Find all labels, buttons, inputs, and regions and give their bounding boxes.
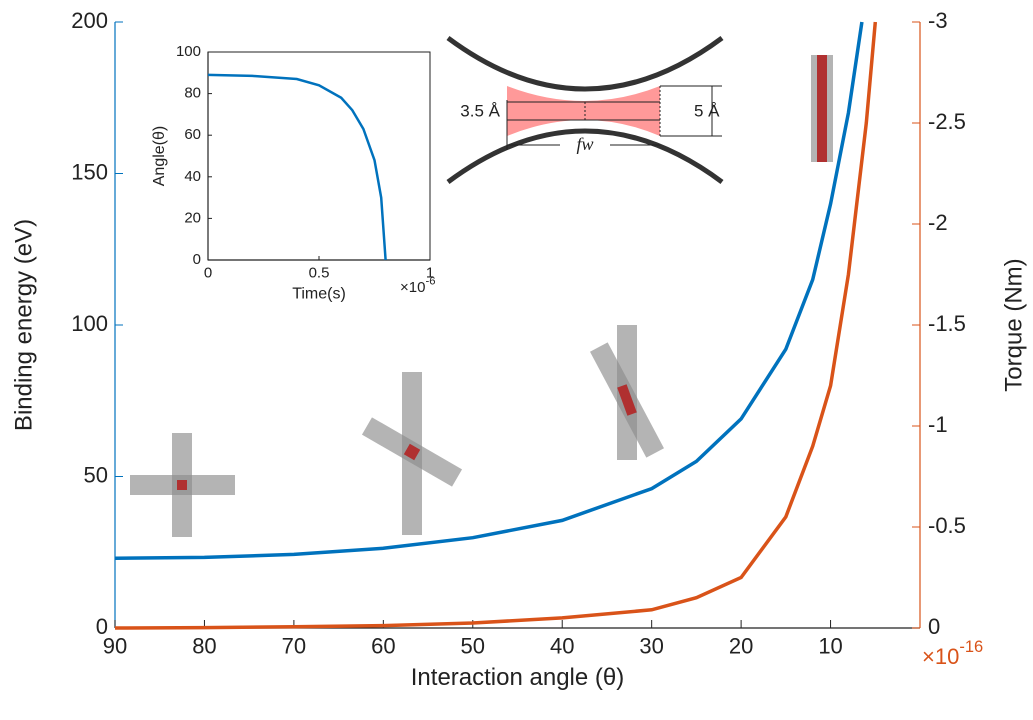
x-tick-label: 0.5: [309, 264, 330, 281]
x-axis-label: Interaction angle (θ): [411, 664, 624, 691]
x-tick-label: 60: [371, 634, 395, 659]
width-label: 5 Å: [694, 101, 720, 120]
y-tick-label: 20: [184, 209, 201, 226]
orientation-icons: [130, 55, 833, 537]
x-tick-label: 1: [426, 264, 434, 281]
x-tick-label: 70: [282, 634, 306, 659]
gap-region: [507, 86, 660, 136]
y2-tick-label: 0: [928, 614, 940, 639]
y2-axis-label: Torque (Nm): [1000, 258, 1027, 391]
data-line: [207, 73, 387, 261]
multiplier-exponent: -6: [425, 275, 435, 287]
inset-chart: 0 0.5 1 0 20 40 60 80 100 Time(s) Angle(θ): [151, 43, 434, 303]
fw-label: fw: [576, 134, 593, 154]
y-axis-label: Angle(θ): [151, 126, 168, 186]
y2-tick-label: -1: [928, 412, 948, 437]
y2-tick-label: -2.5: [928, 109, 966, 134]
x-tick-label: 40: [550, 634, 574, 659]
x-tick-label: 0: [204, 264, 212, 281]
multiplier-base: ×10: [922, 644, 959, 669]
gap-diagram: 3.5 Å 5 Å fw: [446, 35, 724, 185]
y2-tick-label: -2: [928, 210, 948, 235]
y-tick-label: 150: [71, 159, 108, 184]
axis-multiplier: ×10-6: [400, 275, 435, 296]
lower-surface: [446, 128, 724, 185]
icon-core: [817, 55, 827, 162]
y-tick-label: 50: [84, 462, 108, 487]
y-tick-label: 200: [71, 8, 108, 33]
y-tick-label: 0: [96, 614, 108, 639]
y-tick-label: 80: [184, 85, 201, 102]
x-tick-label: 10: [818, 634, 842, 659]
axis-multiplier: ×10-16: [922, 638, 983, 668]
inset-background: [207, 51, 431, 261]
y-tick-label: 100: [176, 43, 201, 60]
x-tick-label: 30: [639, 634, 663, 659]
multiplier-exponent: -16: [959, 638, 983, 656]
x-tick-label: 90: [103, 634, 127, 659]
data-line: [114, 21, 864, 561]
y-tick-label: 100: [71, 311, 108, 336]
gap-label: 3.5 Å: [460, 101, 500, 120]
x-tick-label: 50: [461, 634, 485, 659]
icon-core: [617, 384, 637, 416]
y-tick-label: 40: [184, 168, 201, 185]
icon-core: [177, 480, 187, 490]
y2-tick-label: -3: [928, 8, 948, 33]
x-axis-label: Time(s): [292, 286, 346, 303]
y-tick-label: 60: [184, 126, 201, 143]
y2-tick-label: -1.5: [928, 311, 966, 336]
main-chart: 90 80 70 60 50 40 30 20 100501001502000-0.5-1-1.…: [10, 8, 1027, 691]
y2-tick-label: -0.5: [928, 513, 966, 538]
x-tick-label: 20: [729, 634, 753, 659]
multiplier-base: ×10: [400, 279, 425, 296]
upper-surface: [446, 35, 724, 92]
x-tick-label: 80: [192, 634, 216, 659]
icon-core: [403, 443, 421, 461]
y-tick-label: 0: [193, 251, 201, 268]
data-line: [114, 21, 878, 630]
y-axis-label: Binding energy (eV): [10, 219, 37, 431]
